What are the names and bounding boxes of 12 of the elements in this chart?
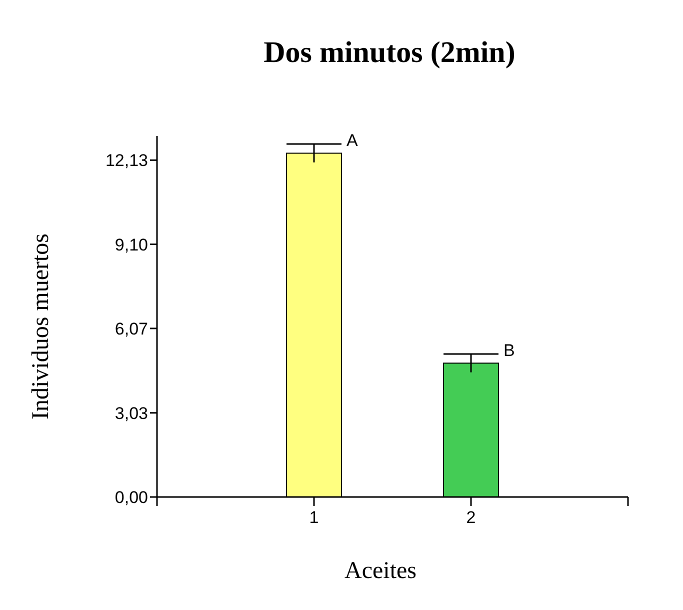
y-tick-label: 9,10 — [114, 235, 148, 254]
chart-title: Dos minutos (2min) — [264, 36, 516, 69]
annotation: B — [503, 340, 515, 360]
x-tick-label: 2 — [466, 508, 476, 527]
x-axis-title: Aceites — [344, 558, 416, 584]
annotation: A — [346, 131, 358, 150]
y-axis-title: Individuos muertos — [28, 234, 54, 420]
y-tick-label: 12,13 — [105, 151, 148, 170]
y-tick-label: 6,07 — [114, 319, 148, 338]
x-tick-label: 1 — [309, 508, 319, 527]
y-tick-label: 3,03 — [114, 404, 148, 423]
y-tick-label: 0,00 — [114, 488, 148, 507]
